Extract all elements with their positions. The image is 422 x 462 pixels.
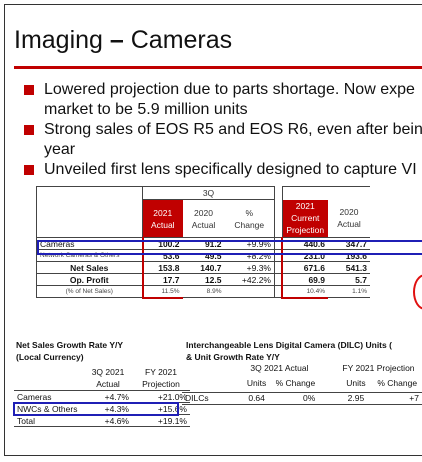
table-row: Net Sales 153.8 140.7 +9.3% 671.6 541.3 (36, 261, 370, 274)
bullet-item: Strong sales of EOS R5 and EOS R6, even … (24, 120, 422, 160)
col-header-2020-actual-fy: 2020 Actual (337, 207, 361, 230)
table-row: (% of Net Sales) 11.5% 8.9% 10.4% 1.1% (36, 285, 370, 299)
title-underline (14, 66, 422, 69)
growth-col-3q: 3Q 2021 Actual (91, 367, 125, 389)
growth-table: 3Q 2021 Actual FY 2021 Projection Cameras … (14, 366, 190, 427)
bullet-square-icon (24, 85, 34, 95)
bullet-item: Unveiled first lens specifically designe… (24, 160, 422, 180)
table-row: Cameras +4.7% +21.0% (14, 390, 190, 403)
growth-col-fy: FY 2021 Projection (142, 367, 180, 389)
col-header-2020-actual: 2020 Actual (191, 207, 216, 230)
table-row: Op. Profit 17.7 12.5 +42.2% 69.9 5.7 (36, 273, 370, 286)
bullet-item: Lowered projection due to parts shortage… (24, 80, 422, 120)
col-header-2021-actual: 2021 Actual (142, 199, 183, 238)
slide-title: Imaging – Cameras (14, 26, 233, 54)
table-row: Total +4.6% +19.1% (14, 414, 190, 427)
dilc-title: Interchangeable Lens Digital Camera (DIL… (186, 340, 392, 362)
bullet-square-icon (24, 125, 34, 135)
bullet-list: Lowered projection due to parts shortage… (24, 80, 422, 180)
col-header-pct-change: % Change (224, 199, 275, 238)
table-row: NWCs & Others +4.3% +15.6% (14, 402, 190, 415)
table-row: Network Cameras & Others 53.6 49.5 +8.2%… (36, 249, 370, 262)
period-header: 3Q (142, 186, 275, 200)
table-row: DILCs 0.64 0% 2.95 +7 (182, 392, 422, 404)
bullet-square-icon (24, 165, 34, 175)
col-header-2021-projection: 2021 Current Projection (281, 199, 328, 238)
growth-title: Net Sales Growth Rate Y/Y (Local Currency… (16, 340, 124, 362)
table-row: Cameras 100.2 91.2 +9.9% 440.6 347.7 (36, 237, 370, 250)
results-table: 3Q 2021 Actual 2020 Actual % Change 2021 Cur… (36, 186, 370, 299)
slide-frame (4, 4, 422, 456)
dilc-table: 3Q 2021 Actual FY 2021 Projection Units … (182, 362, 422, 405)
